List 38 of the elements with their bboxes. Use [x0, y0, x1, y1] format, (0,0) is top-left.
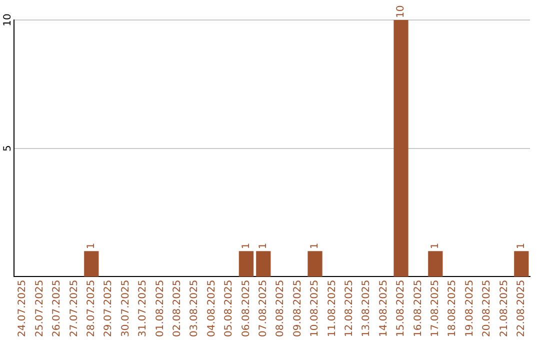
- x-tick-label: 19.08.2025: [464, 280, 476, 338]
- y-tick-label: 5: [2, 145, 14, 152]
- x-tick-label: 20.08.2025: [482, 280, 493, 338]
- x-tick-label: 06.08.2025: [240, 280, 252, 338]
- x-tick-label: 22.08.2025: [516, 280, 527, 338]
- x-tick-label: 08.08.2025: [275, 280, 286, 338]
- data-label: 1: [516, 242, 527, 250]
- x-tick-label: 03.08.2025: [189, 280, 200, 338]
- x-tick-label: 16.08.2025: [412, 280, 424, 338]
- x-tick-label: 14.08.2025: [378, 280, 390, 338]
- x-tick-label: 09.08.2025: [292, 280, 304, 338]
- x-tick-label: 07.08.2025: [258, 280, 269, 338]
- data-label: 1: [258, 242, 269, 250]
- x-tick-label: 17.08.2025: [430, 280, 441, 338]
- x-tick-label: 21.08.2025: [498, 280, 510, 338]
- x-tick-label: 27.07.2025: [68, 280, 80, 338]
- data-label: 1: [430, 242, 441, 250]
- x-tick-label: 10.08.2025: [310, 280, 321, 338]
- x-tick-label: 02.08.2025: [172, 280, 183, 338]
- x-tick-label: 31.07.2025: [138, 280, 149, 338]
- x-tick-label: 24.07.2025: [17, 280, 28, 338]
- x-tick-label: 25.07.2025: [34, 280, 46, 338]
- data-label: 1: [310, 242, 321, 250]
- x-tick-label: 15.08.2025: [396, 280, 407, 338]
- data-label: 1: [240, 242, 252, 250]
- x-tick-label: 30.07.2025: [120, 280, 132, 338]
- data-label: 10: [396, 5, 407, 18]
- x-tick-label: 05.08.2025: [224, 280, 235, 338]
- data-label: 1: [86, 242, 97, 250]
- x-tick-label: 18.08.2025: [447, 280, 458, 338]
- x-tick-label: 01.08.2025: [154, 280, 166, 338]
- x-tick-label: 04.08.2025: [206, 280, 218, 338]
- x-tick-label: 26.07.2025: [52, 280, 63, 338]
- x-tick-label: 12.08.2025: [344, 280, 355, 338]
- x-tick-label: 13.08.2025: [361, 280, 372, 338]
- x-tick-label: 28.07.2025: [86, 280, 97, 338]
- x-tick-label: 29.07.2025: [103, 280, 114, 338]
- x-tick-label: 11.08.2025: [326, 280, 338, 338]
